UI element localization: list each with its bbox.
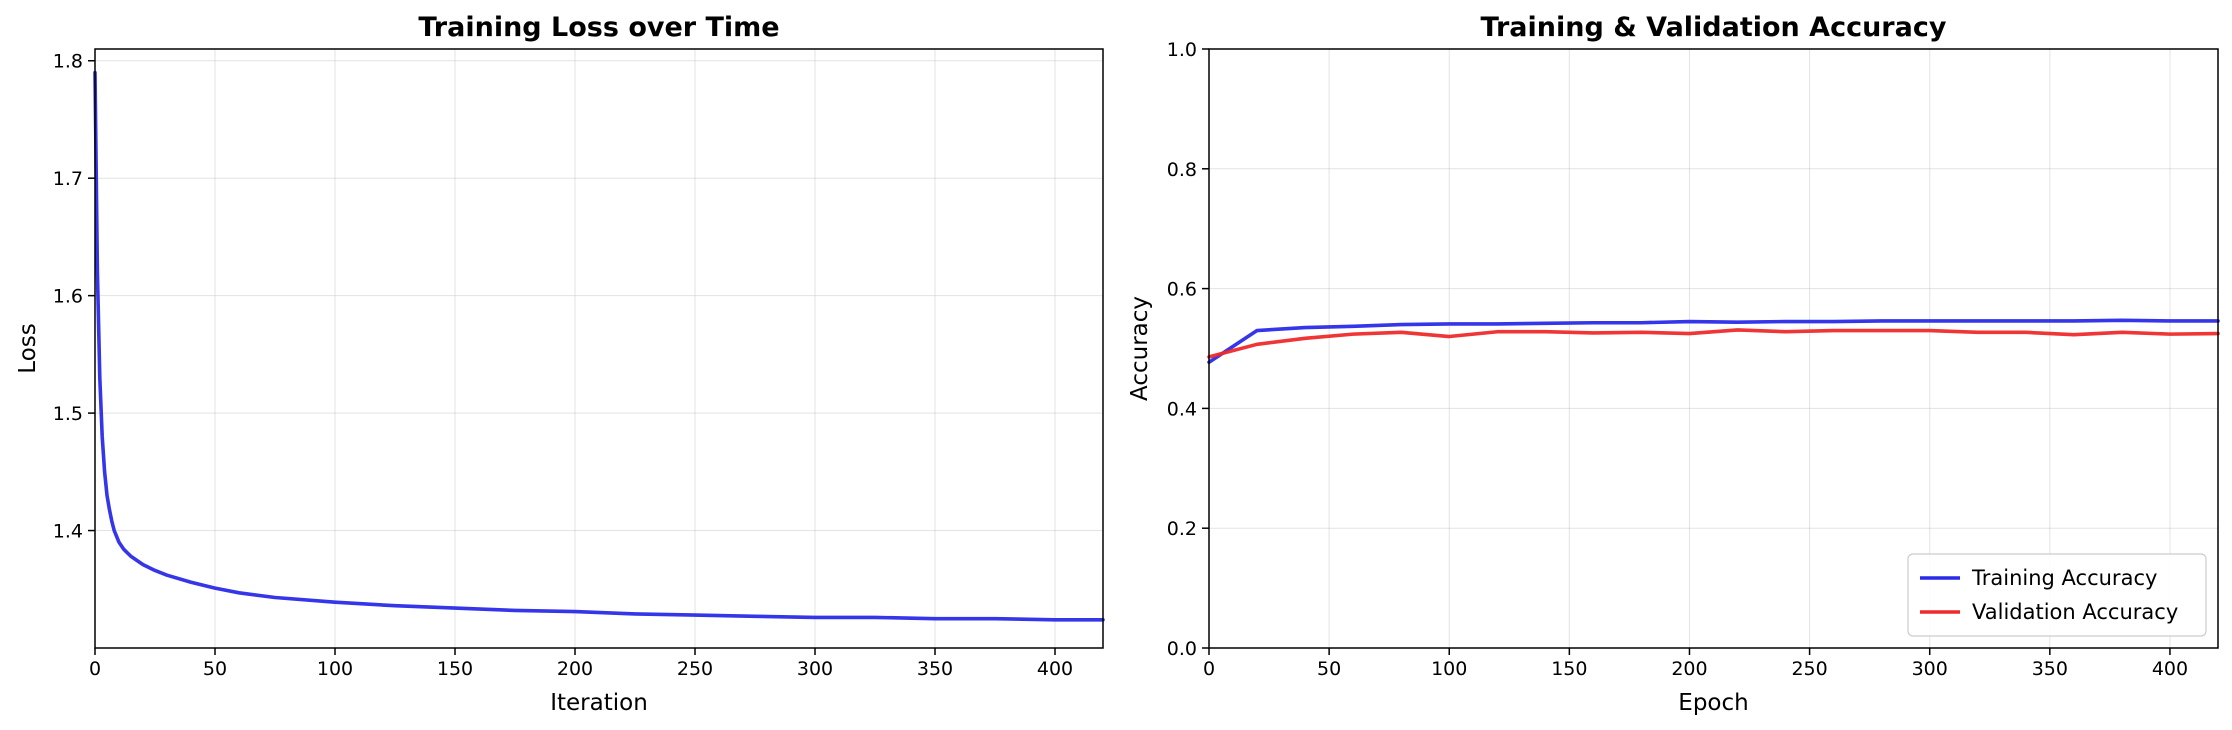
series-line-training-accuracy [1207,318,2220,365]
x-tick-label: 350 [2032,658,2068,680]
y-tick-label: 0.0 [1167,638,1197,660]
x-tick-label: 50 [203,658,227,680]
y-tick-label: 0.8 [1167,159,1197,181]
y-tick-label: 0.2 [1167,518,1197,540]
x-tick-label: 300 [797,658,833,680]
y-tick-label: 1.0 [1167,39,1197,61]
x-tick-label: 400 [2152,658,2188,680]
x-tick-label: 0 [89,658,101,680]
x-tick-label: 400 [1037,658,1073,680]
x-tick-label: 250 [1791,658,1827,680]
chart-panel-2: 0 50 100 150 200 250 300 350 400 0.0 0.2 0.4 0.6 0.8 1… [1127,12,2220,716]
x-tick-label: 350 [917,658,953,680]
y-axis-label: Accuracy [1127,296,1153,401]
y-tick-label: 1.8 [53,51,83,73]
plot-frame [94,48,1104,649]
y-tick-label: 1.7 [53,168,83,190]
legend-box [1907,553,2207,637]
y-axis-label: Loss [15,323,41,373]
chart-title: Training & Validation Accuracy [1481,12,1947,43]
series-line-validation-accuracy [1207,328,2220,359]
x-tick-label: 150 [1551,658,1587,680]
series-line-1 [93,70,1105,622]
y-tick-label: 0.6 [1167,279,1197,301]
x-tick-label: 100 [317,658,353,680]
x-tick-label: 200 [1671,658,1707,680]
chart-title: Training Loss over Time [418,12,779,43]
y-tick-label: 1.4 [53,521,83,543]
x-tick-label: 300 [1912,658,1948,680]
x-tick-label: 200 [557,658,593,680]
y-tick-label: 1.5 [53,403,83,425]
plot-frame [1208,48,2219,649]
x-tick-label: 250 [677,658,713,680]
legend-label: Validation Accuracy [1972,600,2178,624]
y-tick-label: 1.6 [53,286,83,308]
x-tick-label: 0 [1203,658,1215,680]
x-tick-label: 150 [437,658,473,680]
x-axis-label: Iteration [550,690,648,716]
y-tick-label: 0.4 [1167,398,1197,420]
x-axis-label: Epoch [1678,690,1748,716]
legend: Training Accuracy Validation Accuracy [1907,553,2207,637]
x-tick-label: 100 [1431,658,1467,680]
chart-panel-1: 0 50 100 150 200 250 300 350 400 1.4 1.5 1.6 1.7 1.8 T… [15,12,1105,716]
legend-label: Training Accuracy [1971,566,2157,590]
x-tick-label: 50 [1317,658,1341,680]
grid [94,49,1103,648]
